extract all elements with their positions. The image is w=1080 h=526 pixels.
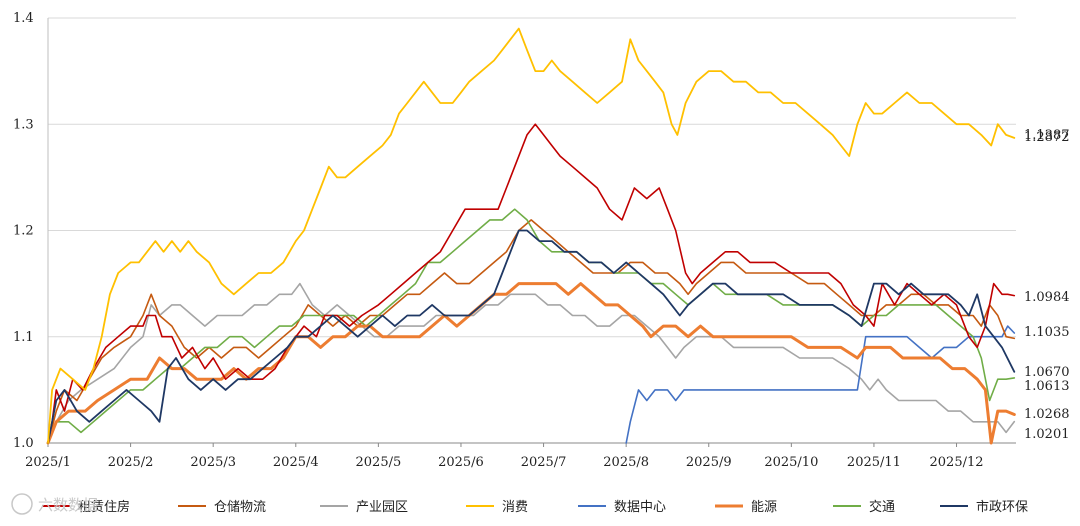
end-label: 1.0984: [1024, 290, 1070, 305]
end-label: 1.0268: [1024, 407, 1070, 422]
series-line-6: [47, 208, 1016, 444]
end-label: 1.0613: [1024, 379, 1070, 394]
series-line-0: [47, 123, 1016, 444]
series-line-5: [46, 282, 1016, 445]
end-label: 1.0670: [1024, 365, 1070, 380]
legend-label: 市政环保: [976, 499, 1028, 515]
series-line-4: [625, 325, 1016, 444]
series-lines: [46, 27, 1016, 445]
series-line-2: [47, 282, 1016, 444]
legend-label: 产业园区: [356, 500, 408, 515]
series-line-3: [47, 27, 1016, 444]
y-tick-label: 1.2: [13, 224, 34, 239]
watermark: 六数数据: [11, 493, 98, 515]
watermark-text: 六数数据: [38, 496, 98, 514]
y-tick-label: 1.4: [13, 11, 34, 26]
x-tick-label: 2025/1: [25, 455, 71, 470]
x-tick-label: 2025/11: [847, 455, 901, 470]
x-tick-label: 2025/5: [356, 455, 402, 470]
legend-label: 消费: [502, 500, 528, 515]
legend-label: 仓储物流: [214, 500, 266, 515]
x-tick-label: 2025/12: [930, 455, 984, 470]
end-labels: 1.1387 1.0984 1.0201 1.2872 1.1035 1.0268 1.06…: [1024, 128, 1070, 442]
y-tick-label: 1.1: [13, 330, 34, 345]
x-tick-label: 2025/9: [686, 455, 732, 470]
x-tick-label: 2025/4: [273, 455, 319, 470]
y-axis: 1.0 1.1 1.2 1.3 1.4: [13, 11, 34, 451]
series-line-7: [47, 229, 1016, 444]
x-tick-label: 2025/10: [764, 455, 818, 470]
series-line-1: [47, 219, 1016, 444]
end-label: 1.0201: [1024, 427, 1070, 442]
y-tick-label: 1.3: [13, 117, 34, 132]
x-tick-label: 2025/3: [190, 455, 236, 470]
legend-label: 数据中心: [614, 500, 666, 515]
x-tick-label: 2025/6: [438, 455, 484, 470]
watermark-logo-icon: [11, 493, 33, 515]
x-tick-label: 2025/8: [603, 455, 649, 470]
y-tick-label: 1.0: [13, 436, 34, 451]
legend-label: 能源: [751, 500, 777, 515]
legend: 租赁住房 仓储物流 产业园区 消费 数据中心 能源 交通 市政环保: [42, 499, 1028, 515]
x-tick-label: 2025/2: [108, 455, 154, 470]
end-label: 1.1035: [1024, 325, 1070, 340]
x-axis: 2025/1 2025/2 2025/3 2025/4 2025/5 2025/6 2025…: [25, 18, 984, 470]
end-label: 1.1387: [1024, 128, 1070, 143]
legend-label: 交通: [869, 499, 895, 515]
legend-label: 租赁住房: [78, 499, 130, 515]
x-tick-label: 2025/7: [521, 455, 567, 470]
gridlines: [48, 17, 1016, 444]
end-label: 1.2872: [1024, 130, 1070, 145]
